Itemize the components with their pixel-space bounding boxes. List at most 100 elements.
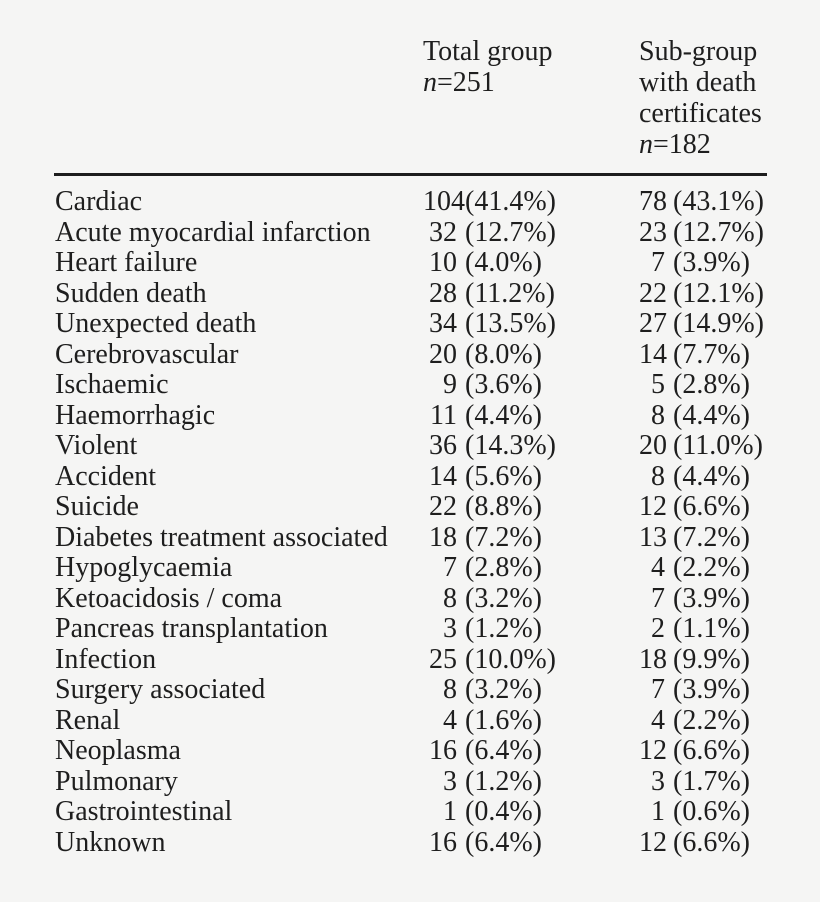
total-group-cell: 32 (12.7%) — [423, 216, 639, 249]
total-count: 22 — [429, 491, 457, 522]
table-row: Pulmonary 3 (1.2%) 3 (1.7%) — [55, 765, 820, 798]
subgroup-cell: 23 (12.7%) — [639, 217, 764, 249]
subgroup-percent: (7.2%) — [673, 521, 750, 553]
subgroup-percent: (3.9%) — [673, 247, 750, 278]
total-group-cell: 3 (1.2%) — [423, 613, 639, 645]
subgroup-count: 2 — [651, 613, 665, 644]
subgroup-percent: (43.1%) — [673, 186, 764, 217]
subgroup-percent: (14.9%) — [673, 308, 764, 339]
subgroup-count: 3 — [651, 765, 665, 797]
total-percent: (6.4%) — [465, 735, 542, 766]
subgroup-percent: (7.7%) — [673, 338, 750, 370]
cause-label: Accident — [55, 460, 157, 492]
cause-label: Violent — [55, 430, 138, 461]
cause-label: Gastrointestinal — [55, 796, 233, 827]
total-percent: (3.2%) — [465, 674, 542, 705]
cause-label: Infection — [55, 643, 157, 675]
total-count: 34 — [429, 308, 457, 339]
header-subgroup: Sub-group with death certificates n=182 — [639, 36, 819, 160]
table-row: Unknown 16 (6.4%) 12 (6.6%) — [55, 826, 820, 859]
total-count: 32 — [429, 216, 457, 248]
total-group-cell: 14 (5.6%) — [423, 460, 639, 493]
subgroup-count: 7 — [651, 674, 665, 705]
subgroup-count: 5 — [651, 369, 665, 400]
subgroup-percent: (3.9%) — [673, 582, 750, 614]
total-percent: (0.4%) — [465, 796, 542, 827]
header-subgroup-n-symbol: n — [639, 129, 653, 160]
table-row: Heart failure 10 (4.0%) 7 (3.9%) — [55, 247, 820, 279]
subgroup-percent: (1.7%) — [673, 765, 750, 797]
total-count: 16 — [429, 826, 457, 858]
table-row: Cardiac 104 (41.4%) 78 (43.1%) — [55, 186, 820, 218]
total-percent: (13.5%) — [465, 308, 556, 339]
subgroup-count: 12 — [639, 826, 667, 858]
total-group-cell: 9 (3.6%) — [423, 369, 639, 401]
total-group-cell: 8 (3.2%) — [423, 674, 639, 706]
subgroup-percent: (11.0%) — [673, 430, 763, 461]
subgroup-percent: (2.2%) — [673, 552, 750, 583]
subgroup-cell: 78 (43.1%) — [639, 186, 764, 218]
total-percent: (2.8%) — [465, 552, 542, 583]
total-percent: (14.3%) — [465, 430, 556, 461]
total-percent: (5.6%) — [465, 460, 542, 492]
table-row: Acute myocardial infarction 32 (12.7%) 2… — [55, 216, 820, 249]
total-count: 10 — [429, 247, 457, 278]
header-subgroup-line3: certificates — [639, 98, 762, 129]
total-count: 16 — [429, 735, 457, 766]
subgroup-count: 18 — [639, 643, 667, 675]
total-count: 3 — [443, 765, 457, 797]
total-group-cell: 25 (10.0%) — [423, 643, 639, 676]
header-rule-divider — [54, 173, 767, 176]
total-group-cell: 36 (14.3%) — [423, 430, 639, 462]
subgroup-cell: 7 (3.9%) — [639, 674, 750, 706]
cause-label: Suicide — [55, 491, 139, 522]
subgroup-count: 78 — [639, 186, 667, 217]
header-total-n-value: =251 — [437, 67, 495, 98]
table-row: Accident 14 (5.6%) 8 (4.4%) — [55, 460, 820, 493]
table-body: Cardiac 104 (41.4%) 78 (43.1%) Acute myo… — [55, 186, 820, 859]
cause-label: Renal — [55, 704, 121, 736]
header-subgroup-line2: with death — [639, 67, 757, 98]
subgroup-cell: 27 (14.9%) — [639, 308, 764, 340]
total-count: 1 — [443, 796, 457, 827]
total-count: 25 — [429, 643, 457, 675]
subgroup-cell: 1 (0.6%) — [639, 796, 750, 828]
cause-label: Acute myocardial infarction — [55, 216, 371, 248]
subgroup-count: 8 — [651, 399, 665, 431]
table-header-row: Total group n=251 Sub-group with death c… — [423, 36, 820, 160]
total-percent: (3.6%) — [465, 369, 542, 400]
subgroup-percent: (0.6%) — [673, 796, 750, 827]
total-group-cell: 18 (7.2%) — [423, 521, 639, 554]
cause-label: Neoplasma — [55, 735, 181, 766]
subgroup-count: 4 — [651, 552, 665, 583]
total-percent: (6.4%) — [465, 826, 542, 858]
subgroup-cell: 12 (6.6%) — [639, 491, 750, 523]
total-count: 18 — [429, 521, 457, 553]
total-count: 8 — [443, 582, 457, 614]
table-row: Ischaemic 9 (3.6%) 5 (2.8%) — [55, 369, 820, 401]
subgroup-cell: 4 (2.2%) — [639, 705, 750, 737]
total-group-cell: 8 (3.2%) — [423, 582, 639, 615]
header-total-group: Total group n=251 — [423, 36, 639, 160]
subgroup-count: 7 — [651, 247, 665, 278]
cause-label: Unexpected death — [55, 308, 257, 339]
subgroup-cell: 8 (4.4%) — [639, 399, 750, 432]
subgroup-cell: 3 (1.7%) — [639, 765, 750, 798]
cause-label: Unknown — [55, 826, 166, 858]
total-group-cell: 16 (6.4%) — [423, 735, 639, 767]
cause-label: Cerebrovascular — [55, 338, 239, 370]
total-percent: (12.7%) — [465, 216, 556, 248]
total-percent: (8.0%) — [465, 338, 542, 370]
table-row: Surgery associated 8 (3.2%) 7 (3.9%) — [55, 674, 820, 706]
cause-label: Cardiac — [55, 186, 143, 217]
subgroup-cell: 12 (6.6%) — [639, 735, 750, 767]
cause-label: Heart failure — [55, 247, 198, 278]
total-count: 9 — [443, 369, 457, 400]
total-group-cell: 7 (2.8%) — [423, 552, 639, 584]
total-group-cell: 11 (4.4%) — [423, 400, 639, 432]
cause-label: Ketoacidosis / coma — [55, 582, 283, 614]
table-row: Infection 25 (10.0%) 18 (9.9%) — [55, 643, 820, 676]
total-percent: (1.2%) — [465, 765, 542, 797]
subgroup-count: 13 — [639, 521, 667, 553]
